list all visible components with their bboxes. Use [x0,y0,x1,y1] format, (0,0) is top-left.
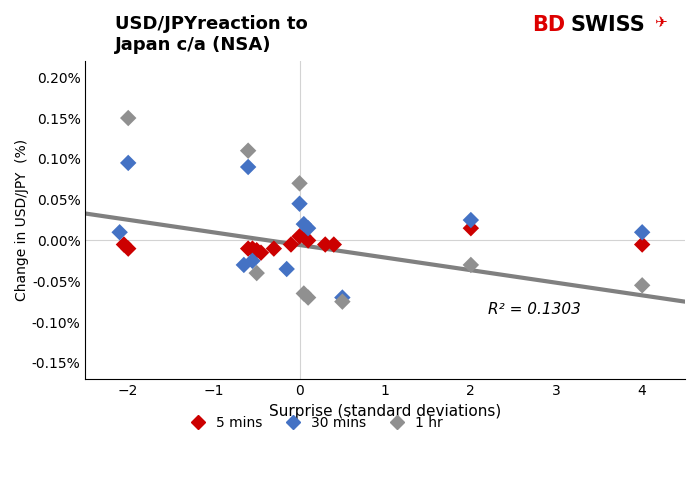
Point [466,261,477,269]
Text: R² = 0.1303: R² = 0.1303 [488,302,581,317]
Point [247,245,258,252]
Point [251,246,262,254]
Point [118,241,130,249]
Point [294,200,305,208]
Point [328,241,339,249]
Point [294,179,305,187]
Point [268,245,279,252]
Point [286,241,297,249]
Point [298,220,309,228]
Point [302,293,314,301]
Point [281,265,293,273]
Point [242,163,253,171]
Point [337,293,348,301]
Point [636,228,648,236]
Point [636,241,648,249]
X-axis label: Surprise (standard deviations): Surprise (standard deviations) [269,404,501,419]
Point [298,233,309,241]
Text: SWISS: SWISS [570,15,645,35]
Point [122,159,134,167]
Point [114,228,125,236]
Point [256,249,267,256]
Point [294,233,305,241]
Point [466,216,477,224]
Point [242,147,253,155]
Legend: 5 mins, 30 mins, 1 hr: 5 mins, 30 mins, 1 hr [178,411,448,436]
Point [238,261,249,269]
Text: USD/JPYreaction to
Japan c/a (NSA): USD/JPYreaction to Japan c/a (NSA) [116,15,308,54]
Point [466,224,477,232]
Y-axis label: Change in USD/JPY  (%): Change in USD/JPY (%) [15,139,29,301]
Point [251,269,262,277]
Point [302,224,314,232]
Point [247,257,258,265]
Point [298,289,309,297]
Point [302,237,314,245]
Text: BD: BD [532,15,565,35]
Text: ✈: ✈ [654,15,667,30]
Point [636,281,648,289]
Point [122,245,134,252]
Point [337,297,348,305]
Point [122,114,134,122]
Point [320,241,331,249]
Point [242,245,253,252]
